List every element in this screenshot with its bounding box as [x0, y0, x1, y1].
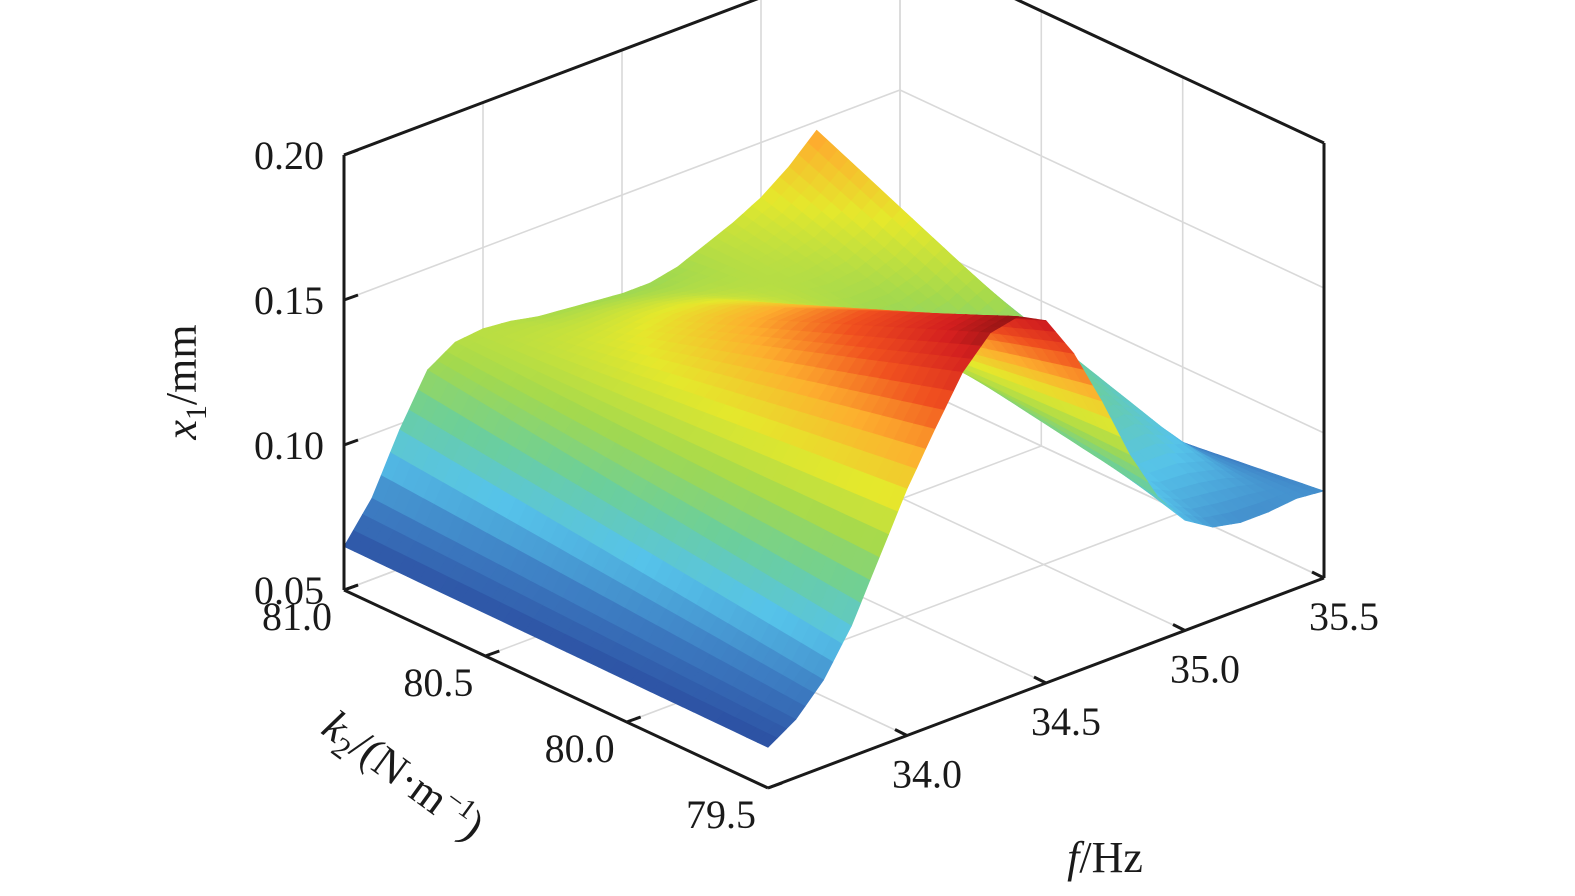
z-tick-mark: [343, 148, 359, 157]
axis-box-edge: [343, 588, 769, 790]
z-tick-mark: [343, 438, 359, 447]
x-tick-label: 35.0: [1170, 647, 1240, 692]
surface-patch: [756, 732, 778, 748]
x-tick-label: 34.5: [1031, 699, 1101, 744]
y-tick-mark: [343, 583, 359, 592]
y-tick-mark: [484, 649, 500, 658]
x-tick-label: 34.0: [892, 752, 962, 797]
z-grid-line: [343, 0, 1325, 156]
x-tick-mark: [894, 728, 908, 737]
y-axis-label: k2/(N·m−1): [310, 700, 494, 856]
x-tick-mark: [1172, 623, 1186, 632]
x-tick-mark: [1311, 570, 1325, 580]
y-tick-label: 81.0: [262, 594, 332, 639]
z-tick-label: 0.15: [254, 278, 324, 323]
z-tick-label: 0.05: [254, 568, 324, 613]
axis-box-edge: [343, 0, 759, 157]
z-axis-label: x1/mm: [157, 324, 213, 440]
x-axis-label: f/Hz: [1067, 833, 1143, 882]
surface: [343, 129, 1326, 748]
y-tick-label: 80.0: [545, 726, 615, 771]
axis-box-edge: [1014, 0, 1325, 145]
y-tick-label: 79.5: [686, 792, 756, 837]
z-tick-label: 0.20: [254, 133, 324, 178]
y-tick-mark: [767, 781, 783, 790]
z-tick-label: 0.10: [254, 423, 324, 468]
x-tick-mark: [1033, 675, 1047, 685]
z-tick-mark: [343, 293, 359, 302]
y-tick-label: 80.5: [403, 660, 473, 705]
x-tick-label: 35.5: [1309, 594, 1379, 639]
y-tick-mark: [626, 715, 642, 724]
tick-labels: 0.05 0.10 0.15 0.20 81.0 80.5 80.0 79.5 34.0 34.5…: [254, 133, 1379, 837]
